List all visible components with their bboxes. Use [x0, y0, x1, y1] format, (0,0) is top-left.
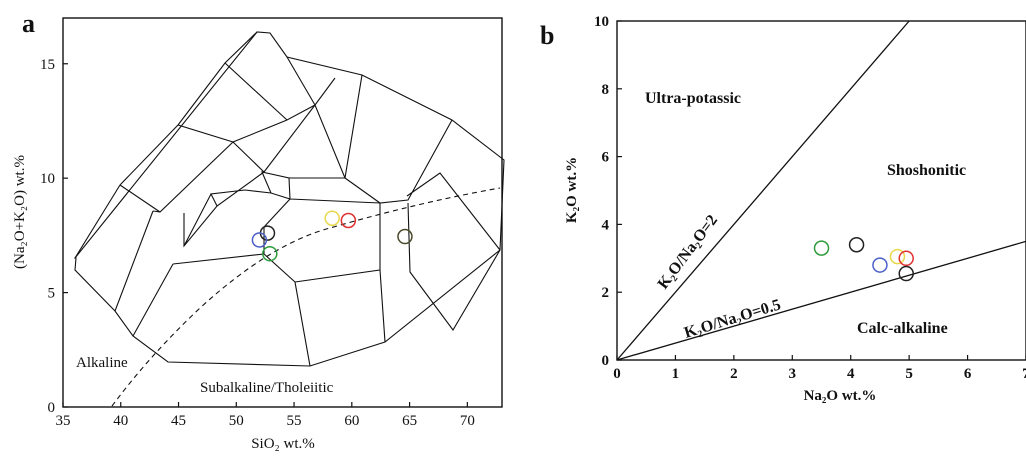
panel-a-y-tick-label: 5: [48, 286, 56, 302]
panel-b-x-ticks: 0 1 2 3 4 5 6 7: [613, 355, 1026, 382]
panel-b: b Ultra-potassic Shoshonitic Calc-alkali…: [540, 14, 1026, 404]
panel-b-data-point: [898, 265, 914, 282]
panel-b-ratio-lines: [616, 20, 1026, 361]
panel-b-label: b: [540, 21, 554, 50]
panel-b-y-tick-label: 10: [594, 14, 609, 30]
ratio-line-2: [616, 20, 910, 361]
panel-a-x-tick-label: 40: [113, 413, 128, 429]
panel-a-data-point: [251, 232, 268, 248]
panel-a-data-point: [262, 245, 278, 262]
alkaline-label: Alkaline: [76, 355, 128, 371]
panel-b-data-point: [898, 250, 914, 267]
panel-a-x-axis-label: SiO₂ wt.%: [251, 436, 315, 452]
ultra-potassic-label: Ultra-potassic: [645, 90, 741, 107]
panel-b-x-tick-label: 0: [613, 366, 621, 382]
panel-b-data-point: [889, 248, 906, 265]
panel-a-x-tick-label: 60: [344, 413, 359, 429]
ratio-line-0-5: [616, 240, 1026, 361]
panel-a-y-tick-label: 0: [48, 400, 56, 416]
panel-b-data-point: [872, 257, 888, 273]
panel-b-frame: [616, 20, 1026, 361]
tas-field-boundaries: [73, 31, 505, 407]
panel-a-points: [251, 210, 413, 262]
panel-b-data-point: [848, 236, 865, 253]
panel-a-y-tick-label: 10: [40, 171, 55, 187]
panel-a-data-point: [340, 212, 357, 229]
panel-a-x-tick-label: 35: [56, 413, 71, 429]
panel-b-x-tick-label: 5: [905, 366, 913, 382]
panel-b-y-tick-label: 4: [602, 217, 610, 233]
panel-b-x-tick-label: 2: [730, 366, 738, 382]
panel-a-y-axis-label: (Na₂O+K₂O) wt.%: [12, 155, 28, 269]
panel-b-x-tick-label: 4: [847, 366, 855, 382]
panel-b-x-tick-label: 1: [672, 366, 680, 382]
panel-a-x-tick-label: 70: [460, 413, 475, 429]
panel-a-y-tick-label: 15: [40, 57, 55, 73]
panel-b-data-point: [813, 240, 830, 256]
panel-b-x-tick-label: 6: [964, 366, 972, 382]
panel-b-y-tick-label: 0: [602, 353, 610, 369]
panel-a-data-point: [324, 210, 340, 226]
panel-a-x-tick-label: 50: [229, 413, 244, 429]
ratio-0-5-label: K₂O/Na₂O=0.5: [682, 296, 783, 342]
panel-a-x-tick-label: 45: [171, 413, 186, 429]
panel-b-y-axis-label: K₂O wt.%: [564, 157, 580, 223]
panel-b-x-tick-label: 3: [789, 366, 797, 382]
calc-alkaline-label: Calc-alkaline: [857, 320, 948, 337]
panel-a: a Alkaline Subalkaline/Tholeiitic 35 40 45…: [12, 9, 505, 452]
panel-b-y-tick-label: 6: [602, 150, 610, 166]
ratio-2-label: K₂O/Na₂O=2: [655, 212, 722, 293]
panel-b-y-ticks: 0 2 4 6 8 10: [594, 14, 622, 369]
panel-b-y-tick-label: 8: [602, 82, 610, 98]
panel-b-x-axis-label: Na₂O wt.%: [804, 388, 877, 404]
alkaline-subalkaline-divider: [111, 187, 501, 407]
panel-a-x-tick-label: 55: [287, 413, 302, 429]
panel-a-y-ticks: 0 5 10 15: [40, 57, 68, 416]
panel-b-y-tick-label: 2: [602, 285, 610, 301]
panel-a-data-point: [397, 228, 413, 245]
panel-a-frame: [62, 17, 503, 408]
panel-a-x-tick-label: 65: [402, 413, 417, 429]
panel-b-x-tick-label: 7: [1022, 366, 1026, 382]
panel-b-points: [813, 236, 914, 282]
tas-internal-lines: [74, 31, 501, 367]
shoshonitic-label: Shoshonitic: [887, 162, 966, 179]
subalkaline-label: Subalkaline/Tholeiitic: [200, 380, 334, 396]
panel-a-label: a: [22, 9, 35, 38]
panel-a-x-ticks: 35 40 45 50 55 60 65 70: [56, 402, 475, 429]
